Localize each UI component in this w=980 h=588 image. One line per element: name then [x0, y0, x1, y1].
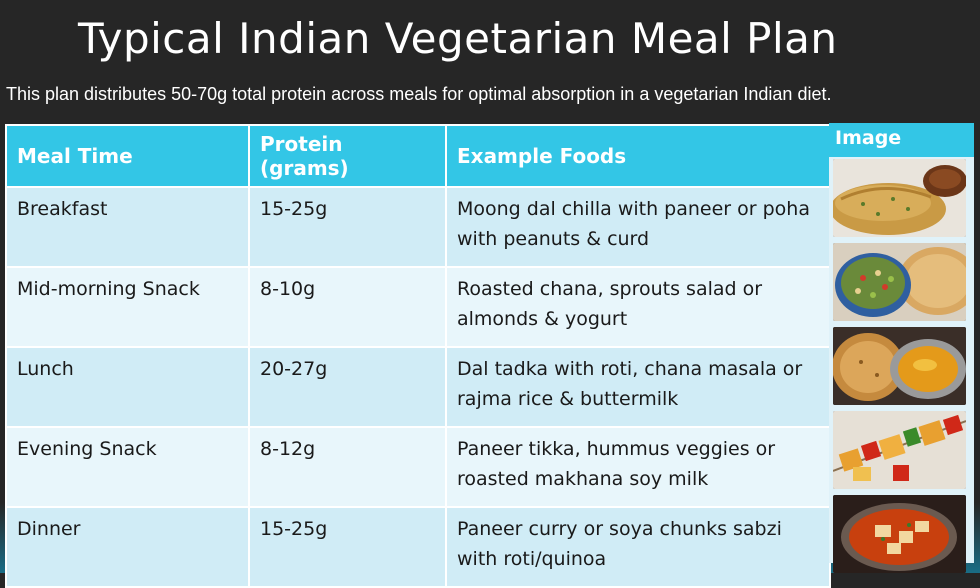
chilla-photo: [833, 159, 966, 237]
table-header-row: Meal Time Protein (grams) Example Foods: [5, 124, 831, 188]
foods-cell: Paneer tikka, hummus veggies or roasted …: [445, 426, 831, 508]
meal-time-cell: Mid-morning Snack: [5, 266, 250, 348]
header-meal-time: Meal Time: [5, 124, 250, 188]
paneer-tikka-photo: [833, 411, 966, 489]
protein-cell: 15-25g: [248, 506, 447, 588]
table-row: Dinner 15-25g Paneer curry or soya chunk…: [5, 506, 831, 588]
meal-time-cell: Lunch: [5, 346, 250, 428]
table-row: Breakfast 15-25g Moong dal chilla with p…: [5, 186, 831, 268]
protein-cell: 8-12g: [248, 426, 447, 508]
table-row: Evening Snack 8-12g Paneer tikka, hummus…: [5, 426, 831, 508]
image-column-header: Image: [829, 123, 974, 157]
image-column: Image: [829, 123, 974, 573]
foods-cell: Roasted chana, sprouts salad or almonds …: [445, 266, 831, 348]
meal-plan-table: Meal Time Protein (grams) Example Foods …: [5, 124, 831, 588]
page-subtitle: This plan distributes 50-70g total prote…: [6, 84, 832, 104]
protein-cell: 8-10g: [248, 266, 447, 348]
meal-time-cell: Evening Snack: [5, 426, 250, 508]
meal-time-cell: Dinner: [5, 506, 250, 588]
foods-cell: Dal tadka with roti, chana masala or raj…: [445, 346, 831, 428]
dal-roti-photo: [833, 327, 966, 405]
page-title: Typical Indian Vegetarian Meal Plan: [78, 14, 838, 63]
paneer-curry-photo: [833, 495, 966, 573]
header-protein: Protein (grams): [248, 124, 447, 188]
foods-cell: Moong dal chilla with paneer or poha wit…: [445, 186, 831, 268]
table-row: Mid-morning Snack 8-10g Roasted chana, s…: [5, 266, 831, 348]
header-example-foods: Example Foods: [445, 124, 831, 188]
meal-time-cell: Breakfast: [5, 186, 250, 268]
protein-cell: 15-25g: [248, 186, 447, 268]
sprouts-salad-photo: [833, 243, 966, 321]
table-row: Lunch 20-27g Dal tadka with roti, chana …: [5, 346, 831, 428]
foods-cell: Paneer curry or soya chunks sabzi with r…: [445, 506, 831, 588]
protein-cell: 20-27g: [248, 346, 447, 428]
